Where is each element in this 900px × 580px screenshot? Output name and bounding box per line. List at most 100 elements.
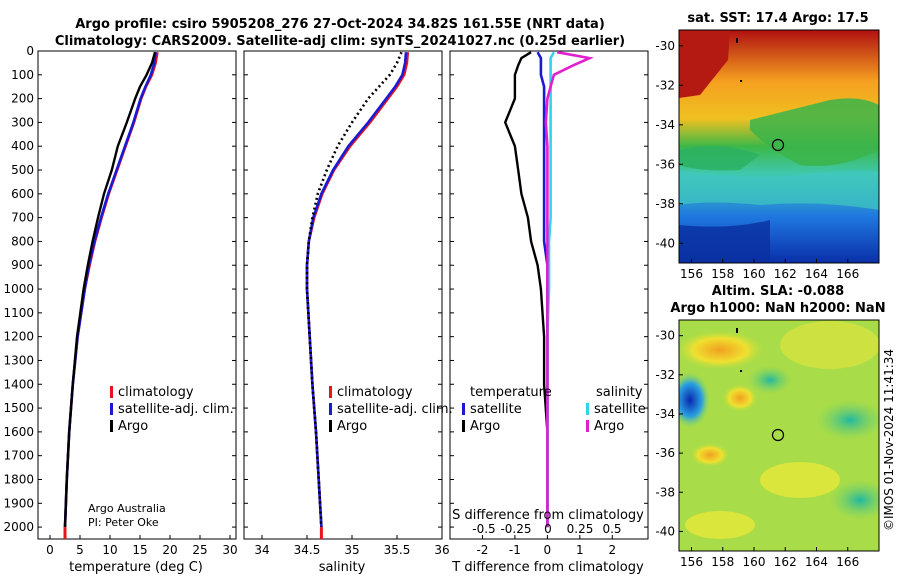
map-y-tick-label: -38 — [655, 197, 675, 211]
x-tick-label: 34 — [254, 543, 269, 557]
depth-tick-label: 1800 — [3, 472, 34, 486]
depth-tick-label: 1500 — [3, 401, 34, 415]
x-tick-label: 30 — [222, 543, 237, 557]
depth-tick-label: 1400 — [3, 377, 34, 391]
sst-map-title: sat. SST: 17.4 Argo: 17.5 — [687, 11, 868, 26]
series-line-argo — [63, 51, 157, 528]
map-x-tick-label: 166 — [836, 267, 859, 281]
depth-tick-label: 300 — [11, 115, 34, 129]
x-tick-label: 2 — [608, 543, 616, 557]
depth-tick-label: 800 — [11, 234, 34, 248]
map-y-tick-label: -36 — [655, 446, 675, 460]
series-line-temperature-argo — [503, 51, 549, 528]
credit-line1: Argo Australia — [88, 502, 166, 515]
series-line-satellite-adj-clim- — [305, 52, 408, 528]
map-x-tick-label: 164 — [805, 555, 828, 569]
series-line-satellite-adj-clim- — [63, 52, 157, 528]
map-y-tick-label: -40 — [655, 236, 675, 250]
legend-swatch-temp-satellite — [462, 403, 465, 415]
depth-axis: 0 100 200 300 400 500 600 700 800 900 1000 1100 1200… — [3, 44, 34, 534]
s-diff-tick: 0.25 — [567, 522, 594, 536]
depth-tick-label: 1000 — [3, 282, 34, 296]
temperature-legend: climatology satellite-adj. clim. Argo — [110, 385, 234, 434]
x-tick-label: 10 — [102, 543, 117, 557]
series-line-climatology — [63, 51, 159, 528]
series-line-salinity-argo — [544, 50, 595, 528]
depth-tick-label: 200 — [11, 92, 34, 106]
depth-tick-label: 1700 — [3, 449, 34, 463]
legend-label: satellite-adj. clim. — [337, 402, 453, 417]
x-tick-label: -2 — [476, 543, 488, 557]
map-x-tick-label: 156 — [680, 555, 703, 569]
map-x-tick-label: 164 — [805, 267, 828, 281]
timestamp: ©IMOS 01-Nov-2024 11:41:34 — [882, 349, 896, 531]
map-x-tick-label: 162 — [774, 555, 797, 569]
temperature-profile-plot: 0 5 10 15 20 25 30 — [38, 50, 238, 557]
map-y-tick-label: -34 — [655, 118, 675, 132]
s-diff-tick: -0.5 — [472, 522, 495, 536]
x-tick-label: 0 — [46, 543, 54, 557]
salinity-profile-plot: 34 34.5 35 35.5 36 — [244, 50, 450, 557]
temperature-panel-frame — [37, 50, 237, 540]
map-x-tick-label: 166 — [836, 555, 859, 569]
map-y-tick-label: -30 — [655, 39, 675, 53]
s-diff-tick: 0.5 — [602, 522, 621, 536]
depth-tick-label: 1900 — [3, 496, 34, 510]
salinity-legend: climatology satellite-adj. clim. Argo — [329, 385, 453, 434]
legend-label: satellite — [594, 402, 646, 417]
legend-swatch-satellite — [329, 403, 332, 415]
legend-swatch-sal-argo — [586, 420, 589, 432]
difference-legend: temperature salinity satellite Argo sate… — [462, 385, 646, 434]
legend-swatch-climatology — [329, 386, 332, 398]
temperature-xlabel: temperature (deg C) — [69, 560, 203, 575]
difference-panel-frame — [449, 50, 649, 540]
depth-tick-label: 700 — [11, 211, 34, 225]
argo-location-marker — [771, 428, 785, 442]
sla-map-title2: Argo h1000: NaN h2000: NaN — [670, 301, 885, 316]
depth-tick-label: 400 — [11, 139, 34, 153]
map-x-tick-label: 158 — [711, 555, 734, 569]
legend-label: climatology — [118, 385, 194, 400]
legend-label: satellite — [470, 402, 522, 417]
legend-swatch-climatology — [110, 386, 113, 398]
depth-tick-label: 1200 — [3, 330, 34, 344]
x-tick-label: 0 — [544, 543, 552, 557]
map-y-tick-label: -40 — [655, 524, 675, 538]
x-tick-label: 25 — [192, 543, 207, 557]
depth-tick-label: 900 — [11, 258, 34, 272]
legend-swatch-satellite — [110, 403, 113, 415]
depth-tick-label: 100 — [11, 68, 34, 82]
legend-label: Argo — [118, 419, 148, 434]
map-y-tick-label: -34 — [655, 407, 675, 421]
depth-tick-label: 2000 — [3, 520, 34, 534]
map-y-tick-label: -30 — [655, 329, 675, 343]
sla-map-frame — [678, 319, 880, 552]
figure-title-line1: Argo profile: csiro 5905208_276 27-Oct-2… — [75, 17, 605, 32]
map-x-tick-label: 160 — [743, 267, 766, 281]
x-tick-label: 1 — [576, 543, 584, 557]
s-diff-tick: -0.25 — [500, 522, 531, 536]
x-tick-label: 36 — [434, 543, 449, 557]
x-tick-label: 34.5 — [294, 543, 321, 557]
legend-label: climatology — [337, 385, 413, 400]
legend-swatch-argo — [110, 420, 113, 432]
legend-swatch-sal-satellite — [586, 403, 589, 415]
difference-xlabel: T difference from climatology — [451, 560, 644, 575]
salinity-difference-top-label: S difference from climatology — [452, 508, 644, 523]
x-tick-label: -1 — [509, 543, 521, 557]
depth-tick-label: 600 — [11, 187, 34, 201]
legend-swatch-argo — [329, 420, 332, 432]
map-x-tick-label: 162 — [774, 267, 797, 281]
depth-tick-label: 500 — [11, 163, 34, 177]
sla-map-image — [679, 320, 879, 551]
map-y-tick-label: -36 — [655, 157, 675, 171]
legend-label: Argo — [470, 419, 500, 434]
depth-tick-label: 0 — [26, 44, 34, 58]
salinity-xlabel: salinity — [319, 560, 366, 575]
map-x-tick-label: 156 — [680, 267, 703, 281]
map-y-tick-label: -32 — [655, 78, 675, 92]
sla-map-title1: Altim. SLA: -0.088 — [712, 284, 844, 299]
map-x-tick-label: 158 — [711, 267, 734, 281]
legend-heading-salinity: salinity — [596, 385, 643, 400]
